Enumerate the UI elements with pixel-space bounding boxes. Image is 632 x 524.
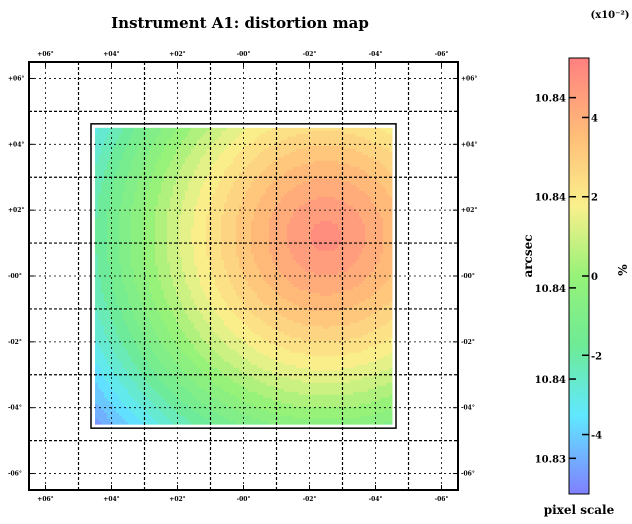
colorbar-left-tick-label: 10.84 xyxy=(535,375,566,386)
y-tick-label-right: +04° xyxy=(461,141,477,148)
colorbar-right-tick-label: -2 xyxy=(591,351,602,362)
colorbar-ticks: 10.84 10.84 10.84 10.84 10.83 4 2 0 -2 -4 xyxy=(535,94,602,466)
grid-lines xyxy=(29,62,458,490)
colorbar-left-label: arcsec xyxy=(521,234,535,277)
plot-area: +06° +06° +04° +04° +02° +02° -00° -00° -02° -02°… xyxy=(8,51,477,503)
y-tick-label-right: +02° xyxy=(461,207,477,214)
x-tick-label-top: -00° xyxy=(237,51,251,58)
x-tick-label-top: +02° xyxy=(169,51,185,58)
y-tick-label-left: -02° xyxy=(8,339,22,346)
colorbar-right-tick-label: 4 xyxy=(591,113,598,124)
y-tick-label-right: -06° xyxy=(461,471,475,478)
y-tick-label-left: -00° xyxy=(8,273,22,280)
x-tick-label-bottom: -06° xyxy=(435,496,449,503)
colorbar-left-tick-label: 10.84 xyxy=(535,284,566,295)
x-tick-label-top: -04° xyxy=(369,51,383,58)
y-tick-label-left: +04° xyxy=(8,141,24,148)
y-tick-label-right: +06° xyxy=(461,75,477,82)
colorbar-right-tick-label: 2 xyxy=(591,193,598,204)
x-tick-label-top: +06° xyxy=(37,51,53,58)
y-tick-label-left: -04° xyxy=(8,405,22,412)
axis-ticks: +06° +06° +04° +04° +02° +02° -00° -00° -02° -02°… xyxy=(8,51,477,503)
colorbar-right-tick-label: 0 xyxy=(591,272,598,283)
y-tick-label-left: +02° xyxy=(8,207,24,214)
x-tick-label-top: +04° xyxy=(103,51,119,58)
colorbar-left-tick-label: 10.84 xyxy=(535,193,566,204)
colorbar-left-tick-label: 10.84 xyxy=(535,94,566,105)
colorbar-bottom-label: pixel scale xyxy=(544,503,615,517)
y-tick-label-right: -00° xyxy=(461,273,475,280)
x-tick-label-top: -06° xyxy=(435,51,449,58)
y-tick-label-right: -02° xyxy=(461,339,475,346)
x-tick-label-bottom: +06° xyxy=(37,496,53,503)
x-tick-label-bottom: -04° xyxy=(369,496,383,503)
colorbar-right-label: % xyxy=(616,264,630,276)
chart-title: Instrument A1: distortion map xyxy=(111,14,369,32)
colorbar-exponent: (x10⁻²) xyxy=(591,10,630,21)
x-tick-label-bottom: +02° xyxy=(169,496,185,503)
colorbar-right-tick-label: -4 xyxy=(591,431,602,442)
x-tick-label-bottom: -00° xyxy=(237,496,251,503)
y-tick-label-right: -04° xyxy=(461,405,475,412)
y-tick-label-left: +06° xyxy=(8,75,24,82)
x-tick-label-top: -02° xyxy=(303,51,317,58)
x-tick-label-bottom: +04° xyxy=(103,496,119,503)
y-tick-label-left: -06° xyxy=(8,471,22,478)
colorbar-left-tick-label: 10.83 xyxy=(535,454,566,465)
x-tick-label-bottom: -02° xyxy=(303,496,317,503)
